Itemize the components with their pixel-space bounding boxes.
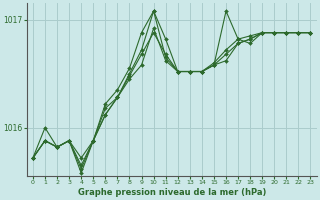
X-axis label: Graphe pression niveau de la mer (hPa): Graphe pression niveau de la mer (hPa) xyxy=(77,188,266,197)
